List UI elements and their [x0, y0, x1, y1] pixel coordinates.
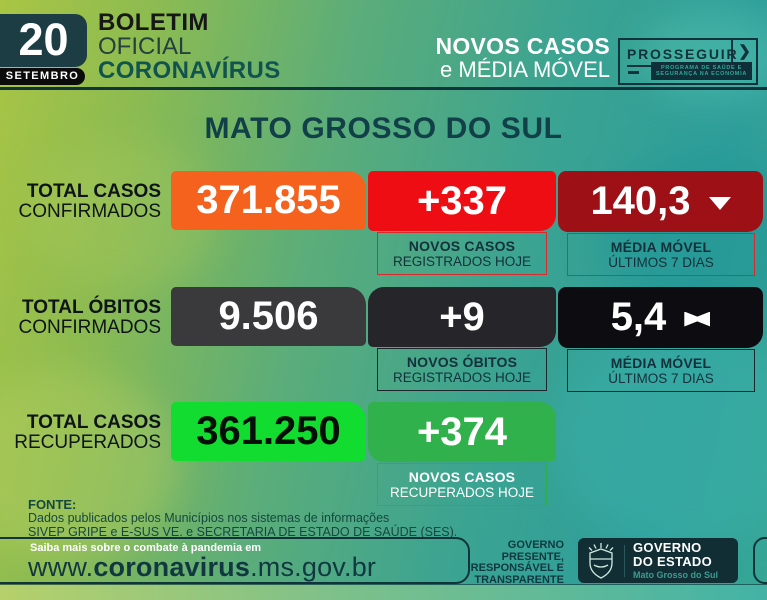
virus-texture-decoration — [640, 10, 767, 100]
footer-right-decoration — [753, 537, 767, 584]
stat-row-confirmed-deaths: TOTAL ÓBITOS CONFIRMADOS 9.506 +9 NOVOS … — [0, 287, 767, 399]
background-texture-decoration — [0, 370, 180, 560]
total-cases-value: 371.855 — [171, 171, 366, 230]
header-subtitle: NOVOS CASOS e MÉDIA MÓVEL — [435, 34, 610, 81]
logo-divider — [624, 544, 625, 577]
new-recovered-caption: NOVOS CASOS RECUPERADOS HOJE — [377, 463, 547, 506]
header-divider — [0, 87, 767, 90]
government-logo: GOVERNO DO ESTADO Mato Grosso do Sul — [578, 538, 738, 583]
trend-down-icon — [708, 197, 731, 210]
stat-row-recovered-cases: TOTAL CASOS RECUPERADOS 361.250 +374 NOV… — [0, 402, 767, 514]
moving-average-cases-value: 140,3 — [558, 171, 763, 232]
header-subtitle-line2: e MÉDIA MÓVEL — [440, 57, 610, 82]
virus-texture-decoration — [555, 320, 767, 550]
row-label: TOTAL CASOS CONFIRMADOS — [18, 181, 162, 222]
moving-average-deaths-caption: MÉDIA MÓVEL ÚLTIMOS 7 DIAS — [567, 349, 755, 392]
website-link[interactable]: Saiba mais sobre o combate à pandemia em… — [0, 537, 470, 584]
row-label: TOTAL ÓBITOS CONFIRMADOS — [18, 297, 162, 338]
date-month-badge: SETEMBRO — [0, 68, 85, 85]
new-cases-caption: NOVOS CASOS REGISTRADOS HOJE — [377, 232, 547, 275]
date-day-badge: 20 — [0, 14, 87, 67]
source-line1: Dados publicados pelos Municípios nos si… — [28, 511, 390, 525]
total-recovered-value: 361.250 — [171, 402, 366, 461]
prosseguir-logo: PROSSEGUIR ❯ PROGRAMA DE SAÚDE E SEGURAN… — [618, 38, 758, 85]
website-url[interactable]: www.coronavirus.ms.gov.br — [28, 552, 377, 582]
moving-average-cases-caption: MÉDIA MÓVEL ÚLTIMOS 7 DIAS — [567, 233, 755, 276]
prosseguir-dash-decoration — [628, 71, 639, 74]
trend-stable-icon — [684, 311, 711, 327]
chevron-right-icon: ❯ — [731, 40, 756, 64]
bottom-strip-decoration — [0, 585, 767, 600]
footer-band: Saiba mais sobre o combate à pandemia em… — [0, 537, 767, 586]
page-title: MATO GROSSO DO SUL — [204, 112, 563, 145]
new-deaths-value: +9 — [368, 287, 556, 347]
source-title: FONTE: — [28, 497, 77, 512]
government-logo-text: GOVERNO DO ESTADO Mato Grosso do Sul — [633, 540, 719, 580]
prosseguir-subtitle: PROGRAMA DE SAÚDE E SEGURANÇA NA ECONOMI… — [651, 62, 752, 80]
stat-row-confirmed-cases: TOTAL CASOS CONFIRMADOS 371.855 +337 NOV… — [0, 171, 767, 283]
prosseguir-subtitle-line1: PROGRAMA DE SAÚDE E — [661, 64, 742, 71]
masthead-oficial: OFICIAL — [98, 33, 192, 60]
website-caption: Saiba mais sobre o combate à pandemia em — [30, 542, 262, 554]
header-subtitle-line1: NOVOS CASOS — [435, 33, 610, 59]
masthead: BOLETIM OFICIAL CORONAVÍRUS — [98, 9, 281, 84]
prosseguir-subtitle-line2: SEGURANÇA NA ECONOMIA — [656, 71, 747, 77]
row-label: TOTAL CASOS RECUPERADOS — [14, 412, 161, 453]
new-deaths-caption: NOVOS ÓBITOS REGISTRADOS HOJE — [377, 348, 547, 391]
moving-average-deaths-value: 5,4 — [558, 287, 763, 348]
new-recovered-value: +374 — [368, 402, 556, 462]
masthead-boletim: BOLETIM — [98, 9, 209, 36]
state-coat-of-arms-icon — [588, 542, 614, 579]
total-deaths-value: 9.506 — [171, 287, 366, 346]
government-slogan: GOVERNO PRESENTE, RESPONSÁVEL E TRANSPAR… — [470, 539, 564, 586]
source-note: FONTE: Dados publicados pelos Municípios… — [28, 498, 457, 539]
new-cases-value: +337 — [368, 171, 556, 231]
footer-divider — [0, 584, 767, 586]
masthead-coronavirus: CORONAVÍRUS — [98, 57, 281, 84]
source-line2: SIVEP GRIPE e E-SUS VE. e SECRETARIA DE … — [28, 524, 458, 539]
